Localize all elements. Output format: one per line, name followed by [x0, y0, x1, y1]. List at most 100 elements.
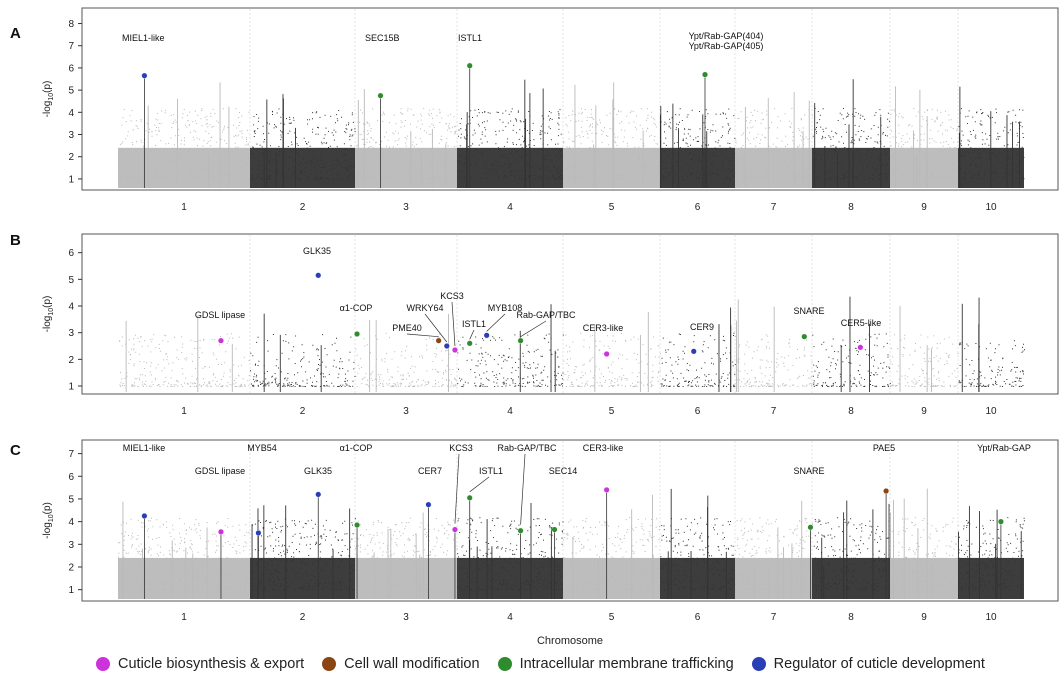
gene-label: SNARE	[793, 466, 824, 476]
gene-label: MIEL1-like	[122, 33, 165, 43]
gene-label: SNARE	[793, 306, 824, 316]
y-tick-label: 1	[68, 174, 74, 185]
panel-letter: C	[10, 442, 21, 459]
legend-item: Cuticle biosynthesis & export	[96, 656, 304, 672]
snp-points	[660, 517, 736, 591]
gene-point	[141, 512, 148, 519]
legend-swatch	[96, 657, 110, 671]
gene-label: KCS3	[449, 443, 473, 453]
legend-label: Intracellular membrane trafficking	[519, 656, 734, 672]
gene-point	[801, 333, 808, 340]
gene-point	[217, 337, 224, 344]
chromosome-label: 6	[695, 406, 701, 417]
panel-c: C 1 2 3 4 5 6 7 -log10(p) 1 2 3 4 5 6 7 8 9 10 MIEL1-like GD…	[10, 439, 1059, 623]
chromosome-label: 2	[300, 406, 306, 417]
snp-density-band	[457, 147, 563, 188]
gene-point	[807, 524, 814, 531]
legend-item: Intracellular membrane trafficking	[497, 656, 734, 672]
snp-points	[457, 517, 564, 591]
y-tick-label: 3	[68, 130, 74, 141]
snp-density-band	[890, 557, 958, 599]
legend-label: Cuticle biosynthesis & export	[118, 656, 305, 672]
chromosome-label: 5	[609, 406, 615, 417]
gene-label: α1-COP	[340, 443, 373, 453]
gene-label: SEC15B	[365, 33, 400, 43]
snp-density-band	[118, 147, 250, 188]
snp-density-band	[457, 557, 563, 599]
y-tick-label: 5	[68, 275, 74, 286]
y-tick-label: 4	[68, 517, 74, 528]
chromosome-label: 10	[985, 406, 997, 417]
chromosome-label: 10	[985, 612, 997, 623]
gene-label: Rab-GAP/TBC	[497, 443, 557, 453]
gene-label: Ypt/Rab-GAP	[977, 443, 1031, 453]
snp-density-band	[890, 147, 958, 188]
gene-label: CER5-like	[841, 318, 882, 328]
legend-label: Regulator of cuticle development	[773, 656, 985, 672]
chromosome-label: 10	[985, 202, 997, 213]
gene-label: MYB108	[488, 303, 523, 313]
snp-cloud	[118, 79, 1025, 188]
snp-density-band	[660, 557, 735, 599]
snp-points	[812, 332, 891, 387]
chromosome-label: 7	[771, 202, 777, 213]
snp-points	[958, 340, 1025, 387]
chromosome-label: 4	[507, 202, 513, 213]
gene-point	[425, 501, 432, 508]
y-tick-label: 6	[68, 248, 74, 259]
chromosome-label: 7	[771, 612, 777, 623]
gene-label: SEC14	[549, 466, 578, 476]
snp-points	[812, 517, 890, 591]
gene-point	[883, 488, 890, 495]
y-tick-label: 3	[68, 540, 74, 551]
chromosome-label: 9	[921, 406, 927, 417]
y-tick-label: 3	[68, 328, 74, 339]
y-axis-label: -log10(p)	[42, 296, 55, 333]
gene-label: α1-COP	[340, 303, 373, 313]
chromosome-label: 8	[848, 406, 854, 417]
gene-point	[603, 486, 610, 493]
gene-point	[517, 337, 524, 344]
snp-density-band	[563, 147, 660, 188]
plot-frame	[81, 439, 1059, 602]
snp-points	[563, 332, 661, 387]
y-tick-label: 7	[68, 449, 74, 460]
panel-letter: A	[10, 25, 21, 42]
gene-point	[377, 92, 384, 99]
gene-label: CER3-like	[583, 323, 624, 333]
gene-point	[997, 518, 1004, 525]
gene-point	[857, 344, 864, 351]
chromosome-label: 1	[181, 612, 187, 623]
gene-label: ISTL1	[462, 319, 486, 329]
panel-a: A 1 2 3 4 5 6 7 8 -log10(p) 1 2 3 4 5 6 7 8 9 10 MIEL1-like S…	[10, 7, 1059, 213]
gene-point	[702, 71, 709, 78]
y-tick-label: 8	[68, 19, 74, 30]
chromosome-label: 1	[181, 202, 187, 213]
gene-label: Ypt/Rab-GAP(405)	[689, 41, 764, 51]
gene-label: PME40	[392, 323, 422, 333]
gene-point	[466, 494, 473, 501]
snp-density-band	[355, 557, 457, 599]
y-tick-label: 2	[68, 355, 74, 366]
gene-point	[517, 527, 524, 534]
y-tick-label: 4	[68, 302, 74, 313]
snp-cloud	[118, 488, 1025, 599]
snp-points	[890, 517, 959, 591]
chromosome-label: 5	[609, 612, 615, 623]
gene-label: GLK35	[303, 246, 331, 256]
chromosome-label: 8	[848, 612, 854, 623]
gene-label: ISTL1	[458, 33, 482, 43]
chromosome-label: 9	[921, 612, 927, 623]
gene-point	[690, 348, 697, 355]
snp-cloud	[119, 296, 1025, 392]
snp-density-band	[118, 557, 250, 599]
legend-swatch	[751, 657, 766, 671]
y-axis-label: -log10(p)	[42, 81, 55, 118]
gene-point	[443, 343, 450, 350]
plot-frame	[81, 233, 1059, 395]
gene-point	[466, 340, 473, 347]
gene-pointer	[520, 453, 526, 525]
chromosome-label: 4	[507, 612, 513, 623]
chromosome-label: 5	[609, 202, 615, 213]
gene-label: CER9	[690, 322, 714, 332]
